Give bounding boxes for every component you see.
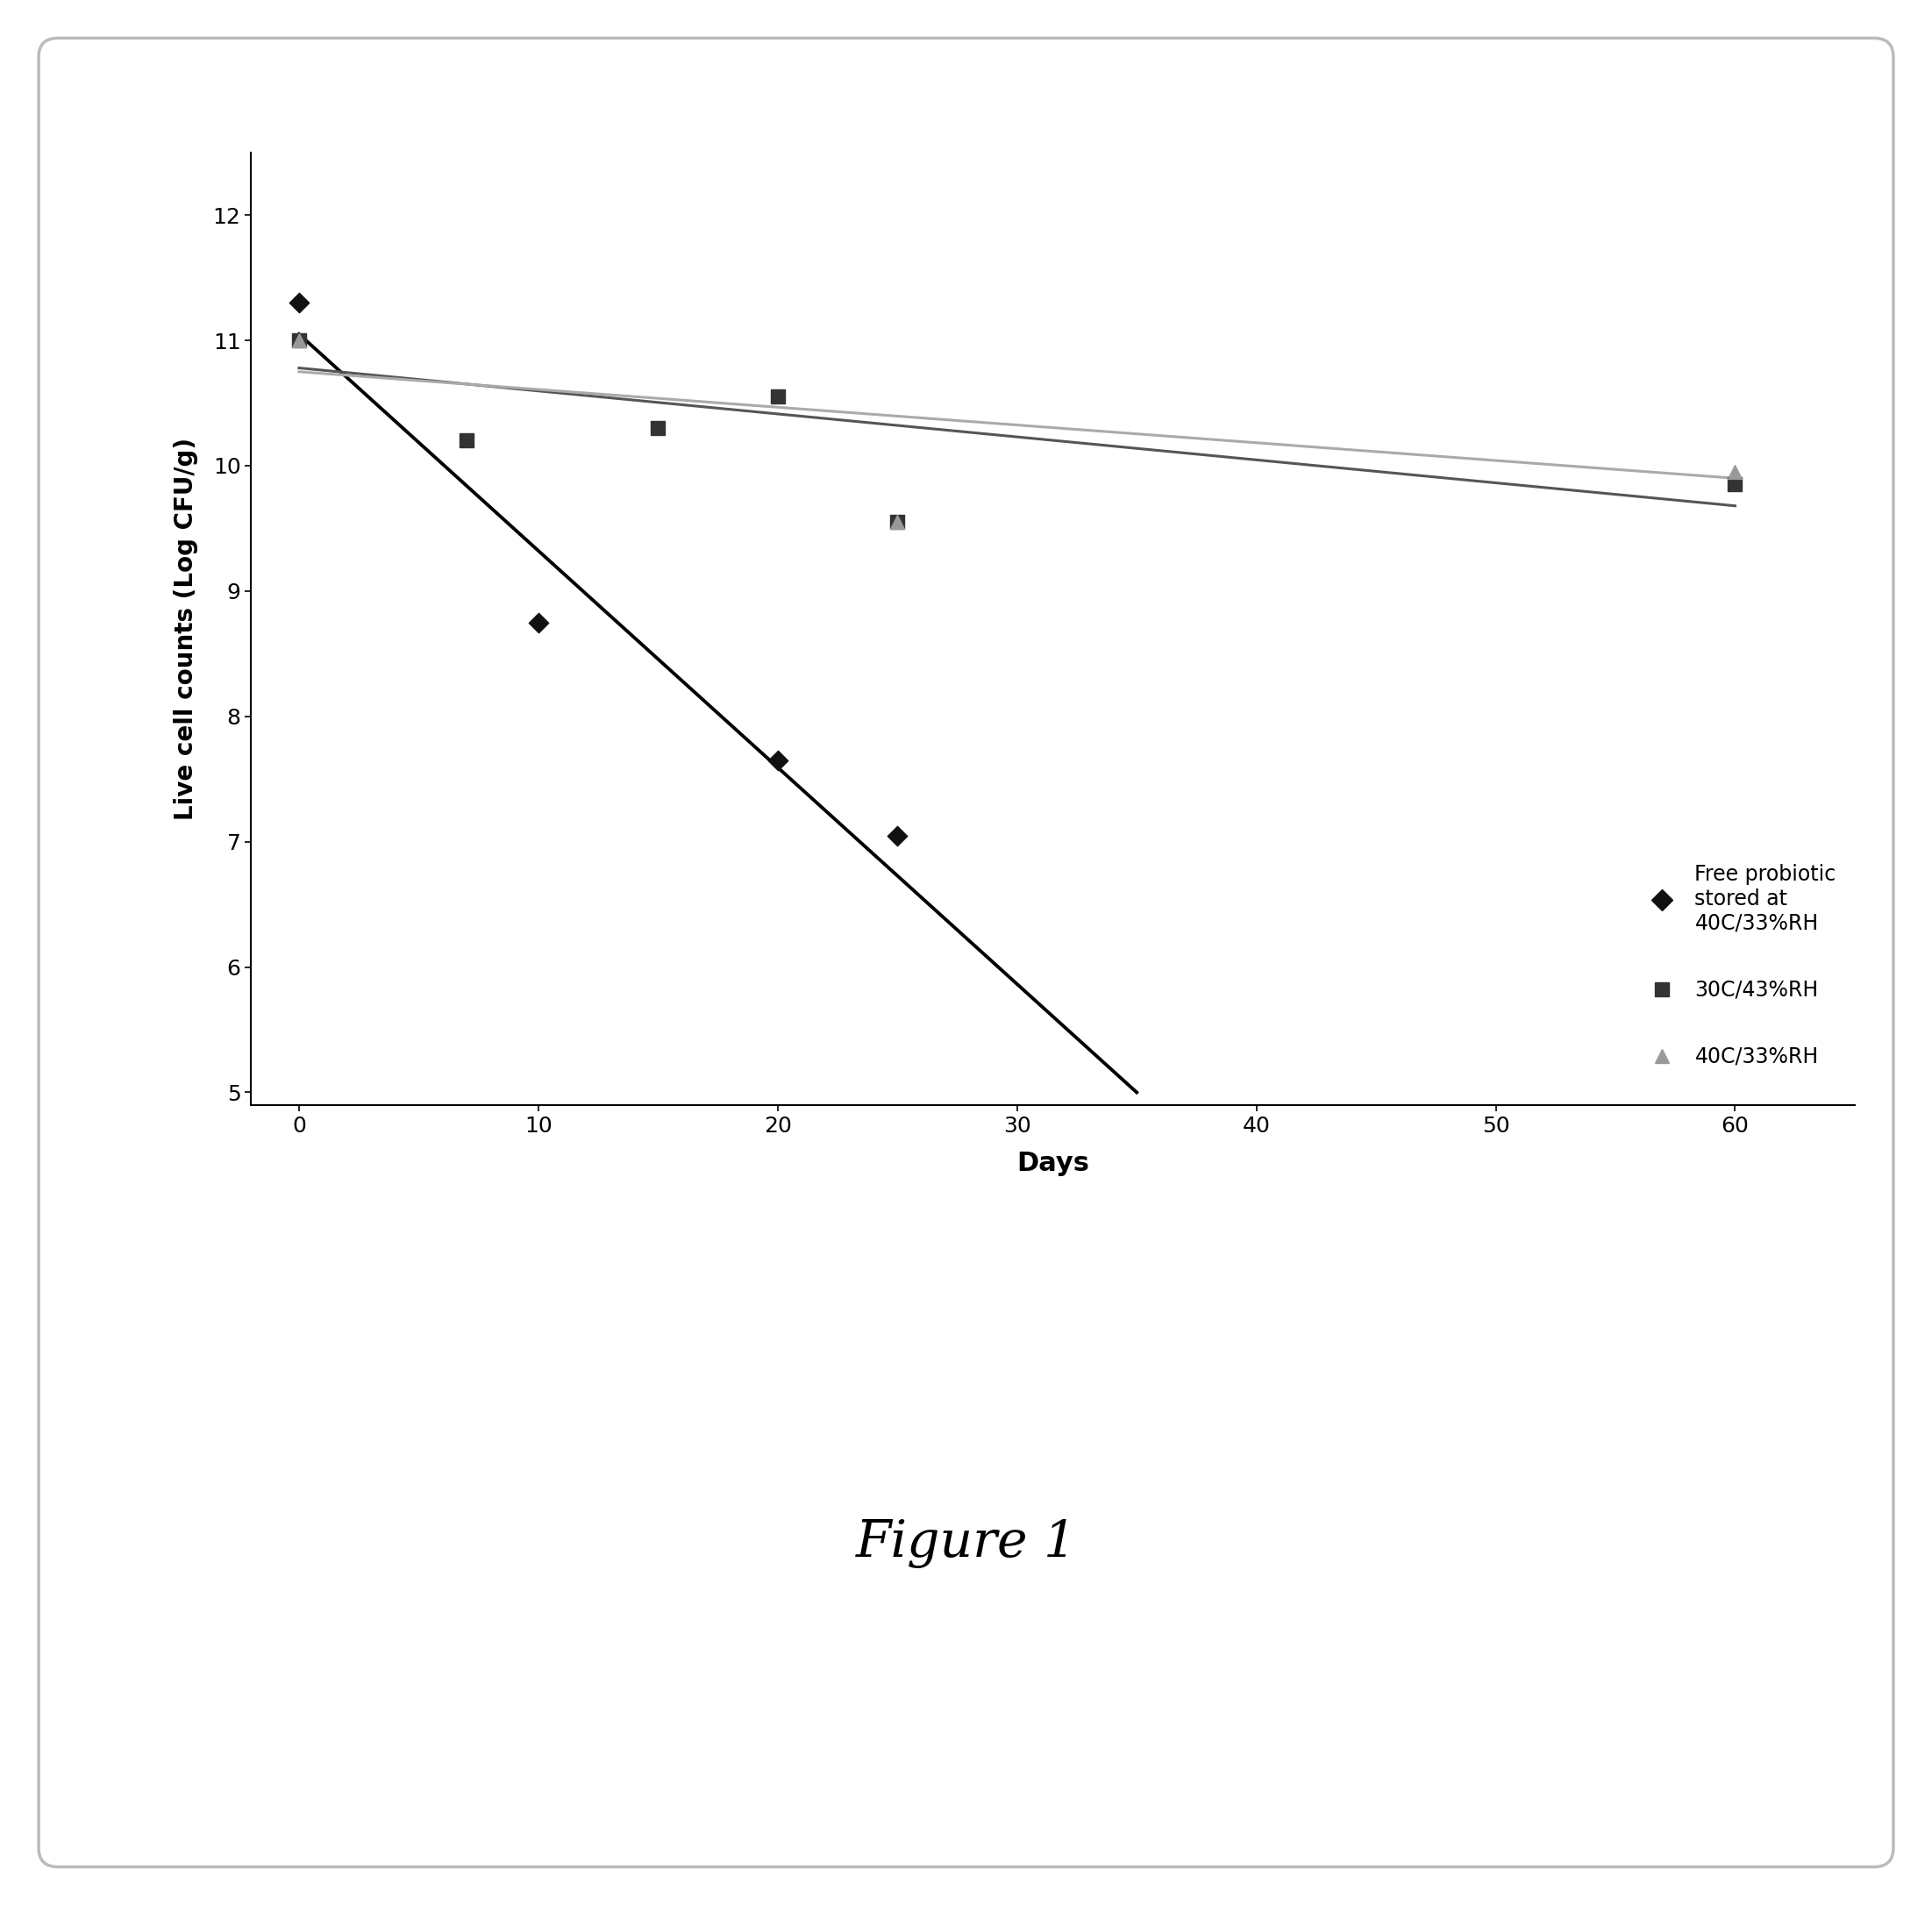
- Point: [881, 507, 912, 537]
- Point: [450, 425, 481, 455]
- Point: [763, 745, 794, 775]
- Point: [643, 413, 674, 444]
- Point: [284, 288, 315, 318]
- Point: [881, 507, 912, 537]
- Point: [284, 326, 315, 356]
- Legend: Free probiotic
stored at
40C/33%RH, 30C/43%RH, 40C/33%RH: Free probiotic stored at 40C/33%RH, 30C/…: [1633, 855, 1845, 1076]
- Point: [284, 326, 315, 356]
- Text: Figure 1: Figure 1: [856, 1518, 1076, 1568]
- Point: [524, 608, 554, 638]
- Point: [881, 821, 912, 852]
- Y-axis label: Live cell counts (Log CFU/g): Live cell counts (Log CFU/g): [174, 438, 199, 819]
- Point: [763, 381, 794, 411]
- Point: [1719, 457, 1750, 488]
- Point: [1719, 469, 1750, 499]
- X-axis label: Days: Days: [1016, 1151, 1090, 1177]
